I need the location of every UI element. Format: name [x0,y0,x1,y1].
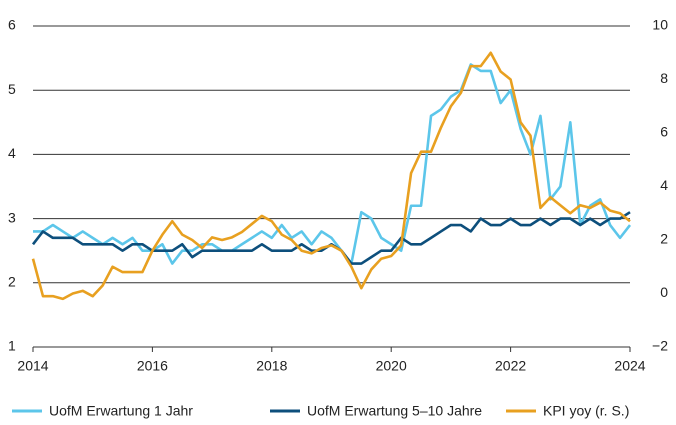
series-line [31,51,631,301]
series-line [33,63,632,265]
x-tick-label: 2018 [256,358,287,374]
y-tick-label: 2 [8,274,16,290]
y2-tick-label: 2 [660,231,668,247]
y2-tick-label: 0 [660,284,668,300]
x-tick-label: 2020 [376,358,407,374]
x-tick-label: 2016 [137,358,168,374]
y-tick-label: 4 [8,145,16,161]
y2-tick-label: −2 [652,338,668,354]
y2-tick-label: 4 [660,177,668,193]
legend-label: UofM Erwartung 5–10 Jahre [307,403,482,419]
y2-tick-label: 10 [652,17,668,33]
legend-label: UofM Erwartung 1 Jahr [49,403,193,419]
x-tick-label: 2014 [17,358,48,374]
y-tick-label: 6 [8,17,16,33]
y-tick-label: 3 [8,209,16,225]
y2-tick-label: 8 [660,70,668,86]
x-tick-label: 2024 [614,358,645,374]
x-tick-label: 2022 [495,358,526,374]
y-tick-label: 1 [8,338,16,354]
legend-label: KPI yoy (r. S.) [543,403,629,419]
y-tick-label: 5 [8,81,16,97]
y2-tick-label: 6 [660,124,668,140]
